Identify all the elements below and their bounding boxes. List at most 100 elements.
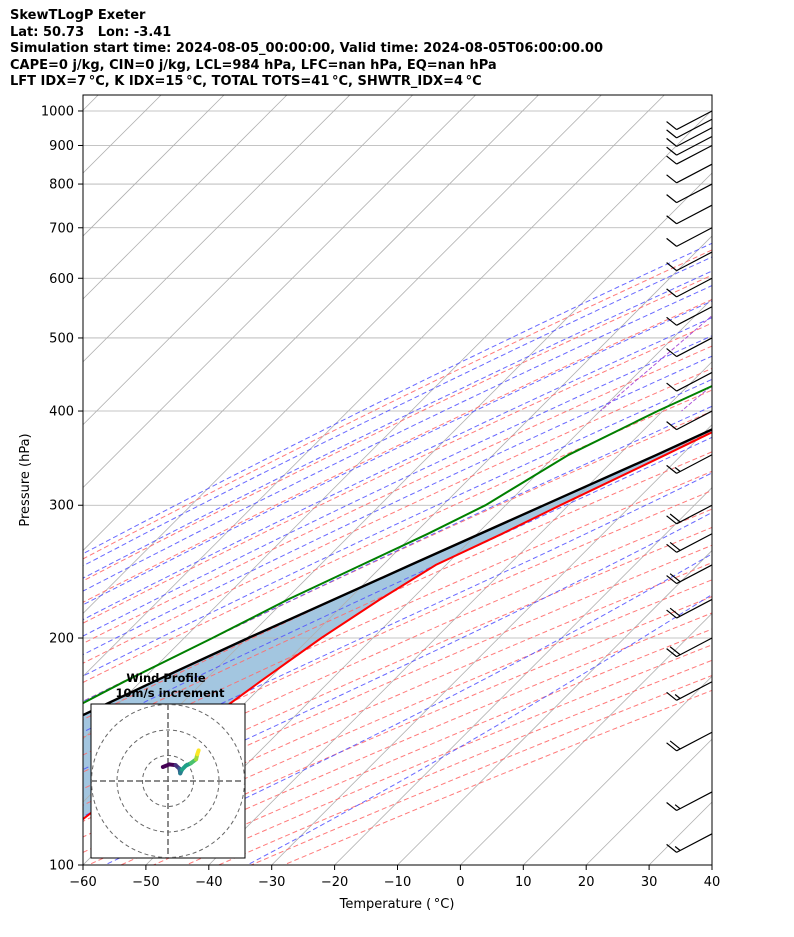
isotherm-line <box>648 801 712 865</box>
dry-adiabat-line <box>153 628 712 865</box>
isotherm-line <box>83 95 288 300</box>
wind-barb-shaft <box>676 791 713 812</box>
chart-title-block: SkewTLogP Exeter Lat: 50.73 Lon: -3.41 S… <box>10 8 603 91</box>
wind-barb-shaft <box>676 337 713 358</box>
wind-barb-shaft <box>676 564 713 585</box>
y-tick-label: 400 <box>49 405 74 420</box>
wind-barb-flag <box>666 121 677 131</box>
wind-barb-flag <box>666 742 677 752</box>
wind-barb <box>666 533 713 553</box>
wind-barb <box>666 204 713 225</box>
moist-adiabat-line <box>83 378 712 677</box>
y-tick-label: 900 <box>49 139 74 154</box>
y-tick-label: 600 <box>49 272 74 287</box>
isotherm-line <box>460 612 712 865</box>
dry-adiabat-line <box>83 367 712 664</box>
wind-barb-shaft <box>676 533 713 553</box>
x-tick-label: −40 <box>195 875 222 890</box>
wind-barb-flag <box>666 382 677 392</box>
wind-barb <box>666 371 713 392</box>
mixing-ratio-line <box>790 95 794 411</box>
x-tick-label: 30 <box>641 875 658 890</box>
wind-barb-half-flag <box>674 846 681 851</box>
wind-barb-flag <box>666 194 677 204</box>
x-tick-label: −10 <box>384 875 411 890</box>
moist-adiabat-line <box>83 285 712 592</box>
x-tick-label: −20 <box>321 875 348 890</box>
wind-barb-shaft <box>676 681 713 701</box>
wind-barb-half-flag <box>674 467 681 472</box>
wind-barb-flag <box>666 129 677 139</box>
isotherm-line <box>83 95 225 237</box>
wind-barb <box>666 144 713 165</box>
dry-adiabat-line <box>83 451 712 739</box>
isotherm-line <box>585 738 712 865</box>
wind-barb <box>666 681 713 701</box>
wind-barb-shaft <box>676 504 713 525</box>
moist-adiabat-line <box>83 270 712 579</box>
y-axis-label: Pressure (hPa) <box>18 433 33 526</box>
wind-barb-flag <box>666 543 677 553</box>
inset-subtitle: 10m/s increment <box>116 686 225 700</box>
x-tick-label: −60 <box>69 875 96 890</box>
wind-barb <box>666 135 713 156</box>
wind-barb-flag <box>666 155 677 165</box>
isotherm-line <box>711 864 712 865</box>
wind-barb-flag <box>666 288 677 298</box>
moist-adiabat-line <box>83 405 712 703</box>
cape-line: CAPE=0 j/kg, CIN=0 j/kg, LCL=984 hPa, LF… <box>10 57 497 73</box>
isotherm-line <box>145 298 712 865</box>
isotherm-line <box>208 361 712 865</box>
wind-barb-shaft <box>676 118 713 139</box>
x-tick-label: 40 <box>704 875 721 890</box>
x-tick-label: −50 <box>132 875 159 890</box>
wind-barb <box>666 598 713 619</box>
isotherm-line <box>775 95 794 865</box>
wind-barb-shaft <box>676 454 713 474</box>
wind-barb-shaft <box>676 833 713 853</box>
wind-profile-inset: Wind Profile 10m/s increment <box>90 671 246 859</box>
wind-barb-flag <box>666 137 677 147</box>
wind-barb-shaft <box>676 277 713 298</box>
wind-barb <box>666 731 713 752</box>
indices-line: LFT IDX=7 °C, K IDX=15 °C, TOTAL TOTS=41… <box>10 74 482 89</box>
moist-adiabat-line <box>83 472 712 771</box>
chart-title: SkewTLogP Exeter <box>10 8 146 23</box>
mixing-ratio-line <box>741 95 794 411</box>
wind-barb-flag <box>666 348 677 358</box>
y-tick-label: 500 <box>49 331 74 346</box>
y-tick-label: 700 <box>49 221 74 236</box>
wind-barb-half-flag <box>674 694 681 699</box>
isotherm-line <box>83 95 602 614</box>
wind-barb-flag <box>666 691 677 701</box>
wind-barb-shaft <box>676 731 713 752</box>
wind-barb <box>666 791 713 812</box>
isotherm-line <box>334 487 712 865</box>
time-line: Simulation start time: 2024-08-05_00:00:… <box>10 41 603 56</box>
wind-barb-shaft <box>676 135 713 156</box>
y-tick-label: 1000 <box>41 104 74 119</box>
x-tick-label: 20 <box>578 875 595 890</box>
isotherm-line <box>83 95 539 552</box>
dewpoint-line <box>83 384 712 705</box>
isotherm-line <box>397 549 712 865</box>
location-line: Lat: 50.73 Lon: -3.41 <box>10 24 172 40</box>
wind-barb-shaft <box>676 183 713 204</box>
wind-barb-flag <box>666 515 677 525</box>
wind-barb-half-flag <box>674 804 681 810</box>
isotherm-line <box>83 95 413 426</box>
parcel-line <box>83 428 712 717</box>
wind-barb <box>666 183 713 204</box>
mixing-ratio-line <box>681 384 712 412</box>
moist-adiabat-line <box>83 316 712 621</box>
wind-barb-shaft <box>676 204 713 225</box>
wind-barb-flag <box>669 541 681 551</box>
y-tick-label: 300 <box>49 499 74 514</box>
isotherm-line <box>83 95 476 489</box>
wind-barb-flag <box>666 648 677 658</box>
isotherm-line <box>271 424 712 865</box>
wind-barb-shaft <box>676 110 713 131</box>
wind-barb <box>666 277 713 298</box>
wind-barb-shaft <box>676 144 713 165</box>
